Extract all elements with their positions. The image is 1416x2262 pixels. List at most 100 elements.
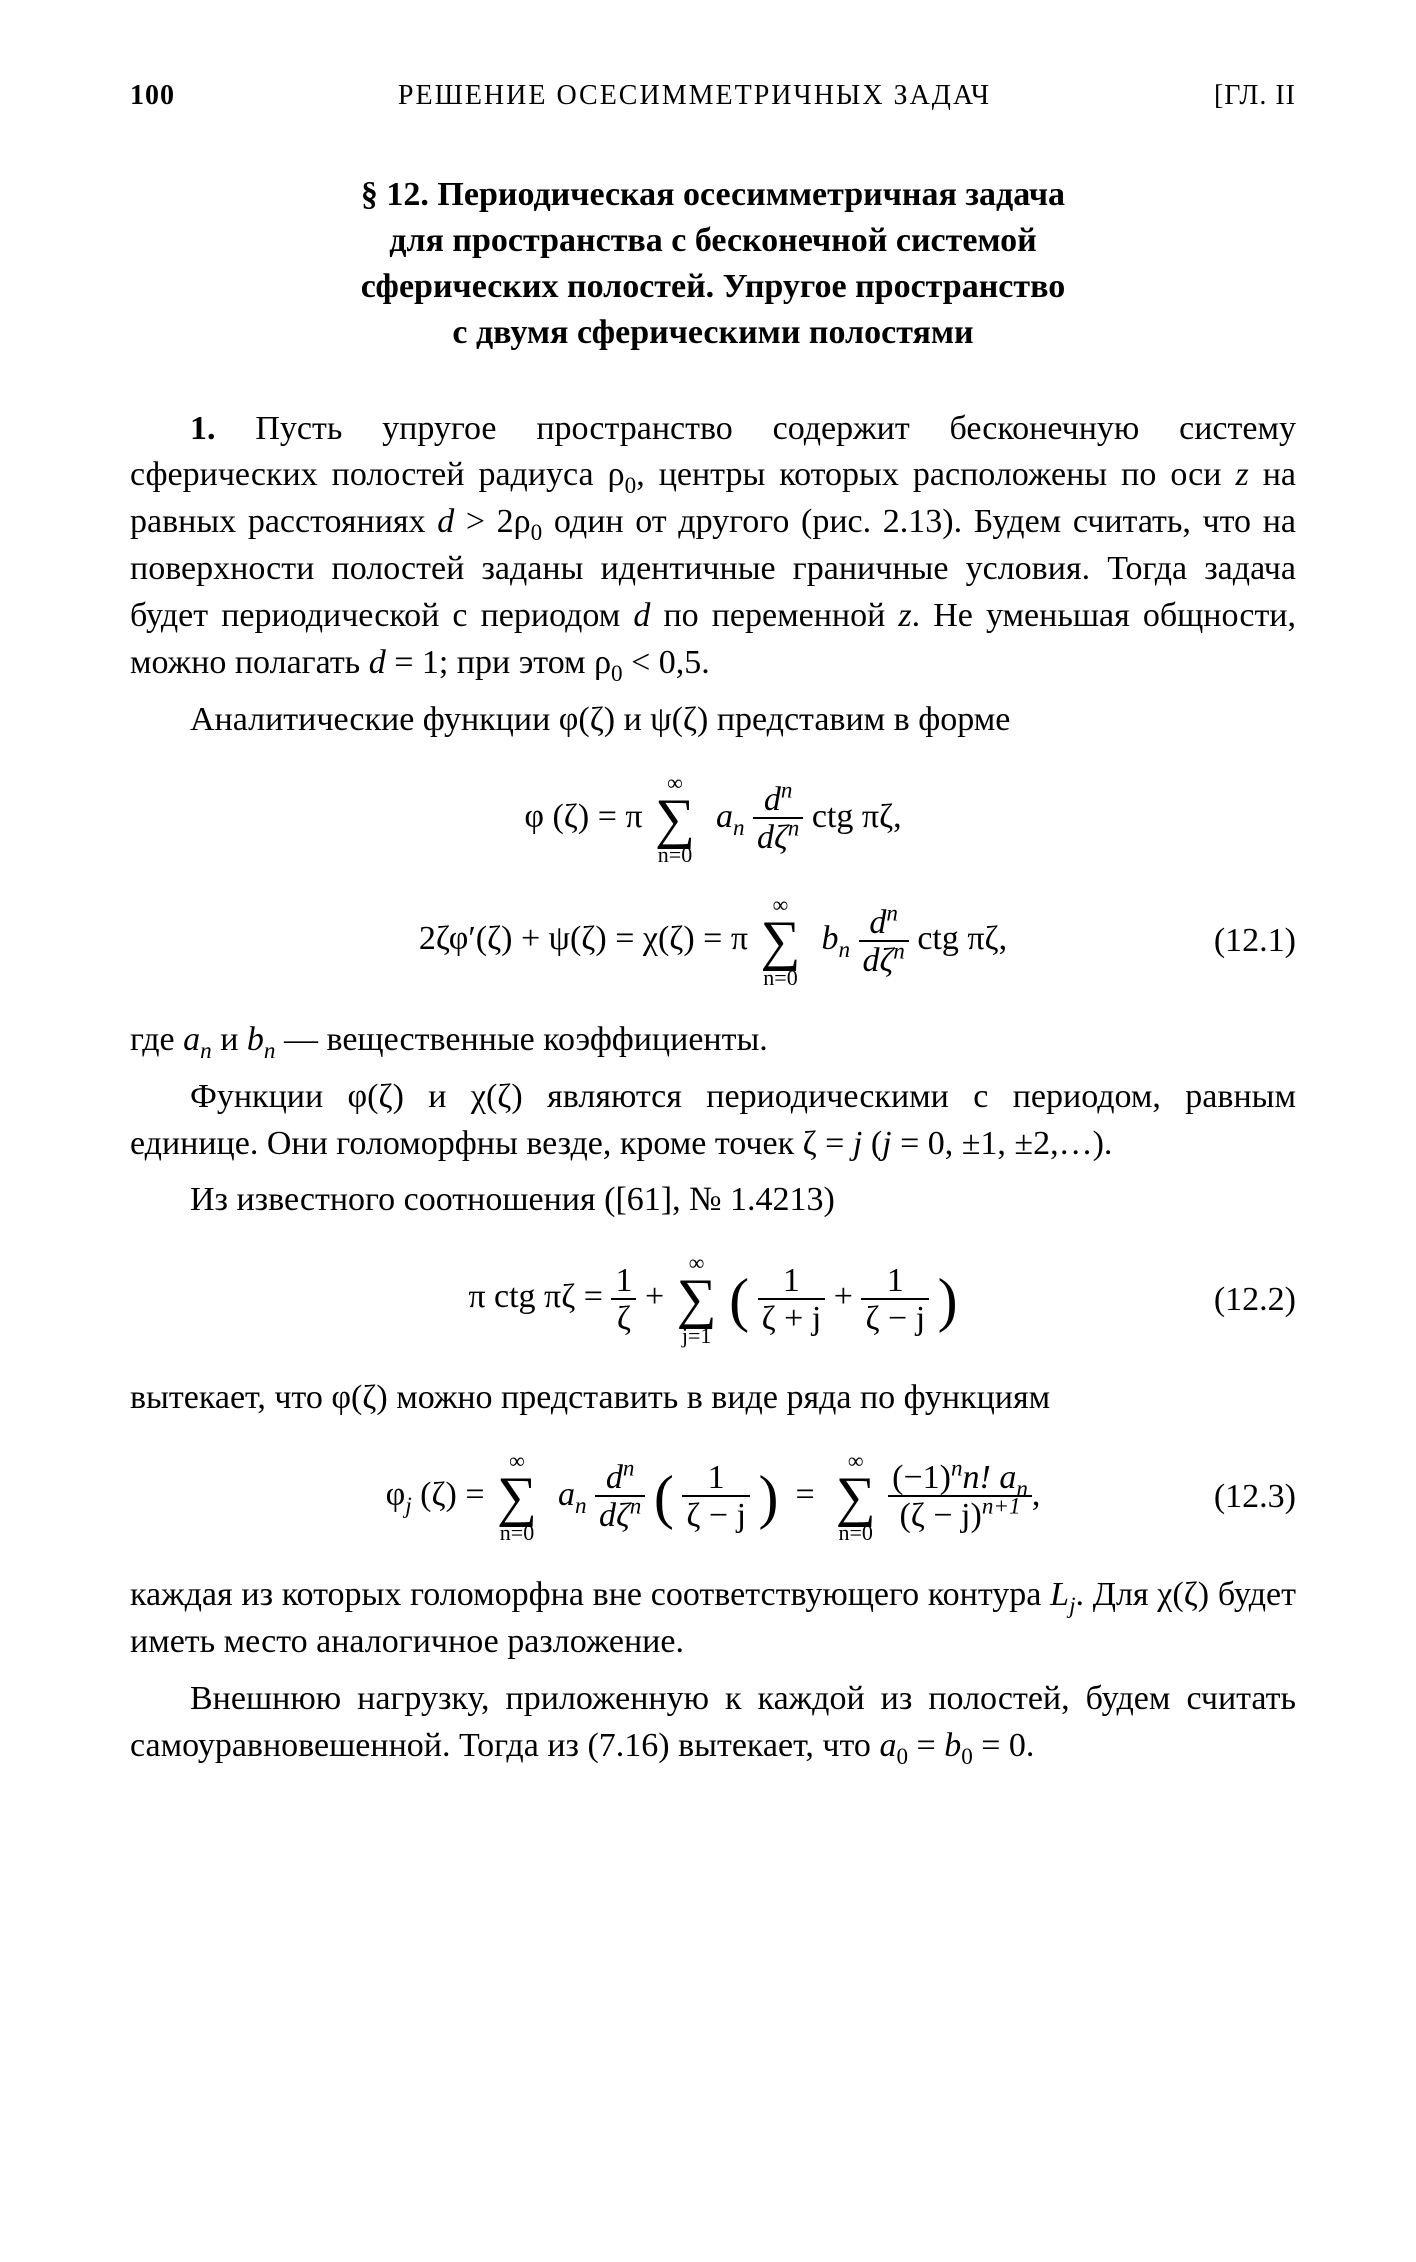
- running-head: 100 РЕШЕНИЕ ОСЕСИММЕТРИЧНЫХ ЗАДАЧ [ГЛ. I…: [130, 80, 1296, 112]
- frac-inv-zmj: 1 ζ − j: [682, 1461, 750, 1533]
- section-title: § 12. Периодическая осесимметричная зада…: [263, 172, 1163, 356]
- equation-12-1-line-1: φ (ζ) = π ∞ ∑ n=0 an dn dζn ctg πζ,: [130, 772, 1296, 866]
- rhs-num-b: n! a: [963, 1459, 1017, 1496]
- var-j-1: j: [853, 1125, 862, 1162]
- sum-5: ∞ ∑ n=0: [836, 1450, 876, 1544]
- phij-arg: (ζ) =: [412, 1476, 493, 1513]
- var-d-2: d: [633, 597, 650, 634]
- comma-3: ,: [1032, 1476, 1041, 1513]
- sub-zero-5: 0: [961, 1744, 973, 1770]
- coef-bn: b: [821, 920, 838, 957]
- eq-num-12-1: (12.1): [1214, 922, 1296, 960]
- num-1b: 1: [758, 1264, 826, 1300]
- para-8c: = 0.: [973, 1727, 1035, 1764]
- paragraph-4: Функции φ(ζ) и χ(ζ) являются периодическ…: [130, 1074, 1296, 1168]
- frac-dn-1: dn dζn: [753, 783, 803, 855]
- rparen-1: ): [938, 1276, 958, 1324]
- ctg-1: ctg πζ,: [812, 798, 902, 835]
- den-zpj: ζ + j: [758, 1300, 826, 1336]
- para-6: вытекает, что φ(ζ) можно представить в в…: [130, 1379, 1050, 1416]
- para-3-bn: b: [247, 1021, 264, 1058]
- para-4b: (: [862, 1125, 882, 1162]
- para-8b: =: [908, 1727, 944, 1764]
- para-3c: — вещественные коэффициенты.: [275, 1021, 767, 1058]
- den-inv-zmj: ζ − j: [682, 1497, 750, 1533]
- equation-12-3: φj (ζ) = ∞ ∑ n=0 an dn dζn ( 1 ζ − j ) =…: [130, 1450, 1296, 1544]
- sum-1-bot: n=0: [655, 844, 695, 866]
- sum-2-sym: ∑: [761, 916, 801, 966]
- para-1-gt: > 2ρ: [454, 503, 530, 540]
- section-title-line-1: Периодическая осесимметричная задача: [437, 176, 1065, 213]
- sum-1-sym: ∑: [655, 794, 695, 844]
- pi-ctg: π ctg πζ =: [468, 1278, 611, 1315]
- rhs-den-sup: n+1: [982, 1493, 1021, 1519]
- para-3a: где: [130, 1021, 183, 1058]
- equation-12-1-line-2: 2ζφ′(ζ) + ψ(ζ) = χ(ζ) = π ∞ ∑ n=0 b n dn …: [130, 894, 1296, 988]
- rhs-num-sup: n: [951, 1455, 963, 1481]
- sub-n-3: n: [200, 1037, 212, 1063]
- var-b0: b: [944, 1727, 961, 1764]
- para-3-an: a: [183, 1021, 200, 1058]
- para-4a: Функции φ(ζ) и χ(ζ) являются периодическ…: [130, 1078, 1296, 1162]
- dn-den-sup-2: n: [893, 938, 905, 964]
- lparen-1: (: [729, 1276, 749, 1324]
- sum-3-sym: ∑: [677, 1274, 717, 1324]
- dn-den-1: dζ: [757, 819, 788, 856]
- dn-den-3: dζ: [599, 1497, 630, 1534]
- chi-lhs: 2ζφ′(ζ) + ψ(ζ) = χ(ζ) = π: [419, 920, 748, 957]
- dn-num-2: d: [869, 904, 886, 941]
- sum-4-sym: ∑: [497, 1472, 537, 1522]
- plus-2: +: [834, 1278, 862, 1315]
- eq-12-3: φj (ζ) = ∞ ∑ n=0 an dn dζn ( 1 ζ − j ) =…: [130, 1450, 1296, 1544]
- sum-5-bot: n=0: [836, 1522, 876, 1544]
- rparen-2: ): [759, 1473, 779, 1521]
- coef-an-3: a: [558, 1476, 575, 1513]
- dn-num-1: d: [764, 781, 781, 818]
- eq-12-1b: 2ζφ′(ζ) + ψ(ζ) = χ(ζ) = π ∞ ∑ n=0 b n dn …: [130, 894, 1296, 988]
- para-2: Аналитические функции φ(ζ) и ψ(ζ) предст…: [190, 701, 1010, 738]
- paragraph-1: 1. Пусть упругое пространство содержит б…: [130, 406, 1296, 687]
- paragraph-6: вытекает, что φ(ζ) можно представить в в…: [130, 1375, 1296, 1422]
- sum-3-bot: j=1: [677, 1325, 717, 1347]
- var-z-1: z: [1235, 456, 1248, 493]
- coef-an-1: a: [716, 798, 733, 835]
- frac-dn-3: dn dζn: [595, 1461, 645, 1533]
- sub-n-4: n: [264, 1037, 276, 1063]
- paragraph-3: где an и bn — вещественные коэффициенты.: [130, 1017, 1296, 1064]
- phij: φ: [386, 1476, 406, 1513]
- var-a0: a: [879, 1727, 896, 1764]
- frac-dn-2: dn dζn: [859, 906, 909, 978]
- equation-12-2: π ctg πζ = 1 ζ + ∞ ∑ j=1 ( 1 ζ + j + 1 ζ…: [130, 1252, 1296, 1346]
- den-z: ζ: [611, 1300, 636, 1336]
- dn-sup-2: n: [886, 900, 898, 926]
- running-title: РЕШЕНИЕ ОСЕСИММЕТРИЧНЫХ ЗАДАЧ: [175, 80, 1214, 112]
- rhs-num-a: (−1): [892, 1459, 951, 1496]
- var-d-3: d: [369, 644, 386, 681]
- sum-2: ∞ ∑ n=0: [761, 894, 801, 988]
- sub-n-1: n: [733, 815, 745, 841]
- dn-sup-1: n: [781, 778, 793, 804]
- sum-4: ∞ ∑ n=0: [497, 1450, 537, 1544]
- dn-den-sup-1: n: [788, 816, 800, 842]
- dn-num-3: d: [606, 1459, 623, 1496]
- eq-12-1a: φ (ζ) = π ∞ ∑ n=0 an dn dζn ctg πζ,: [130, 772, 1296, 866]
- page: 100 РЕШЕНИЕ ОСЕСИММЕТРИЧНЫХ ЗАДАЧ [ГЛ. I…: [0, 0, 1416, 2262]
- frac-1-zmj: 1 ζ − j: [861, 1264, 929, 1336]
- eq-num-12-3: (12.3): [1214, 1478, 1296, 1516]
- para-7a: каждая из которых голоморфна вне соответ…: [130, 1576, 1050, 1613]
- sum-4-bot: n=0: [497, 1522, 537, 1544]
- eq-num-12-2: (12.2): [1214, 1281, 1296, 1319]
- sub-zero-3: 0: [611, 661, 623, 687]
- num-1a: 1: [611, 1264, 636, 1300]
- para-8a: Внешнюю нагрузку, приложенную к каждой и…: [130, 1680, 1296, 1764]
- lparen-2: (: [654, 1473, 674, 1521]
- eq-phi-lhs: φ (ζ) = π: [524, 798, 642, 835]
- sum-3: ∞ ∑ j=1: [677, 1252, 717, 1346]
- para-1b: , центры которых расположены по оси: [636, 456, 1235, 493]
- num-1d: 1: [682, 1461, 750, 1497]
- sub-zero-2: 0: [531, 520, 543, 546]
- section-title-line-4: с двумя сферическими полостями: [452, 314, 973, 351]
- var-d-1: d: [437, 503, 454, 540]
- dn-den-sup-3: n: [630, 1493, 642, 1519]
- paragraph-5: Из известного соотношения ([61], № 1.421…: [130, 1177, 1296, 1224]
